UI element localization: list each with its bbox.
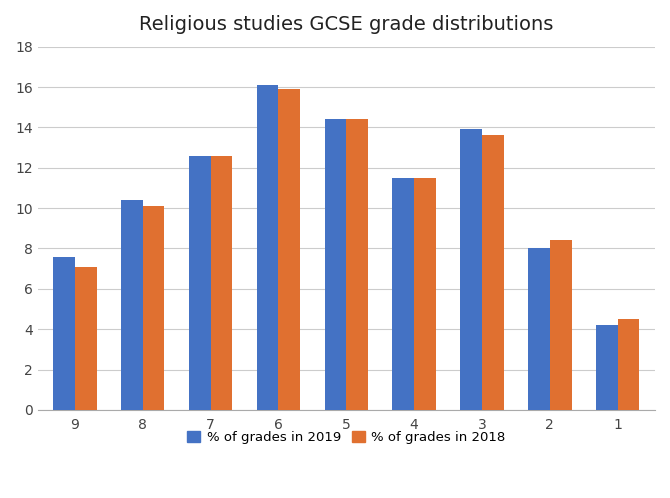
Bar (189, 156, 210, 410)
Bar (210, 156, 232, 410)
Bar (460, 129, 482, 410)
Bar (75, 266, 96, 410)
Bar (550, 241, 572, 410)
Bar (393, 178, 414, 410)
Bar (279, 89, 300, 410)
Bar (618, 319, 639, 410)
Bar (528, 249, 550, 410)
Legend: % of grades in 2019, % of grades in 2018: % of grades in 2019, % of grades in 2018 (180, 424, 513, 451)
Bar (121, 200, 143, 410)
Bar (143, 206, 164, 410)
Bar (346, 120, 368, 410)
Bar (53, 256, 75, 410)
Bar (414, 178, 436, 410)
Bar (596, 325, 618, 410)
Bar (482, 135, 504, 410)
Bar (257, 85, 279, 410)
Bar (324, 120, 346, 410)
Title: Religious studies GCSE grade distributions: Religious studies GCSE grade distributio… (139, 15, 553, 34)
